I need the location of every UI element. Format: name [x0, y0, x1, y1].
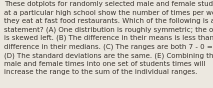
Text: These dotplots for randomly selected male and female students
at a particular hi: These dotplots for randomly selected mal… — [4, 1, 213, 75]
